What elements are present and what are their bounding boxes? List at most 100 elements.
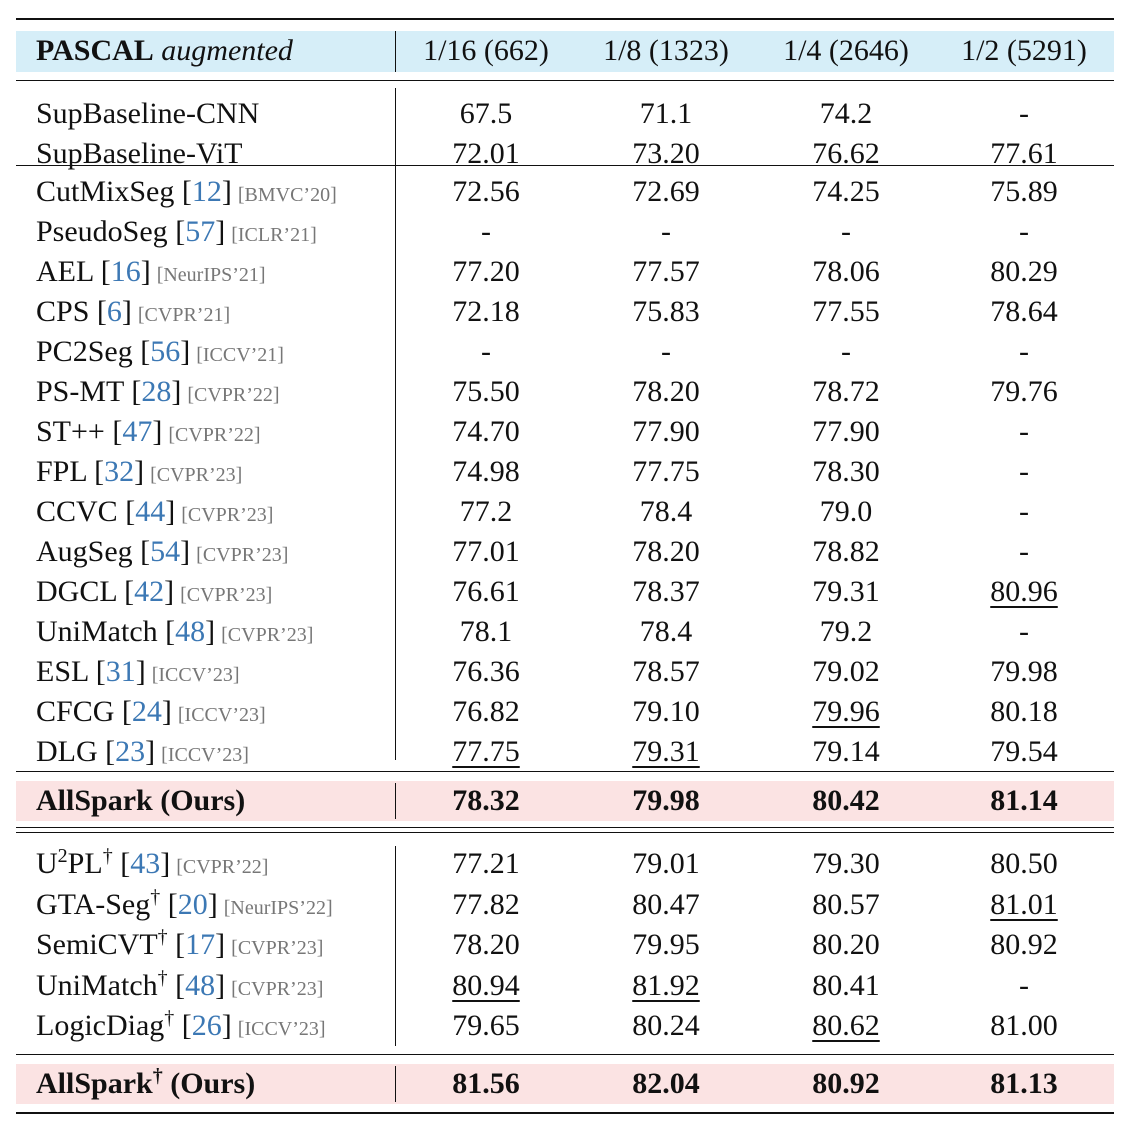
value: 80.24 xyxy=(632,1009,700,1042)
method-name: LogicDiag xyxy=(36,1009,165,1042)
value-cell: 77.2 xyxy=(396,492,576,532)
value: - xyxy=(1019,615,1029,648)
value: 82.04 xyxy=(632,1067,700,1100)
value: 78.32 xyxy=(452,784,520,817)
ours-dagger-row: AllSpark† (Ours) 81.56 82.04 80.92 81.13 xyxy=(16,1064,1114,1104)
value-cell: 78.4 xyxy=(576,492,756,532)
value: 78.1 xyxy=(459,615,513,648)
value-cell: 78.20 xyxy=(576,532,756,572)
value-cell: 78.20 xyxy=(396,925,576,965)
value-cell: 78.57 xyxy=(576,652,756,692)
value-cell: - xyxy=(934,966,1114,1006)
value: 79.95 xyxy=(632,928,700,961)
value: 77.61 xyxy=(990,137,1058,170)
value-cell: 76.82 xyxy=(396,692,576,732)
value-cell: 80.47 xyxy=(576,885,756,925)
method-row: PC2Seg [56] [ICCV’21] - - - - xyxy=(16,332,1114,372)
venue-tag: [ICCV’23] xyxy=(161,744,249,766)
reference-link: 43 xyxy=(130,847,161,880)
value: 72.01 xyxy=(452,137,520,170)
column-header: 1/2 (5291) xyxy=(961,34,1087,67)
value: 79.31 xyxy=(632,735,700,768)
value: 78.4 xyxy=(639,495,693,528)
value: 75.83 xyxy=(632,295,700,328)
superscript: 2 xyxy=(57,845,68,867)
method-label: AEL [16] [NeurIPS’21] xyxy=(36,255,266,288)
reference-link: 28 xyxy=(141,375,172,408)
value-cell: 71.1 xyxy=(576,94,756,134)
reference-link: 12 xyxy=(191,175,222,208)
ours-row: AllSpark (Ours) 78.32 79.98 80.42 81.14 xyxy=(16,781,1114,821)
method-label: CFCG [24] [ICCV’23] xyxy=(36,695,266,728)
value: - xyxy=(1019,495,1029,528)
venue-tag: [ICCV’23] xyxy=(177,704,266,726)
value: 81.13 xyxy=(990,1067,1058,1100)
value: 80.47 xyxy=(632,887,700,921)
method-label: AllSpark (Ours) xyxy=(36,781,245,821)
venue-tag: [CVPR’23] xyxy=(150,464,243,486)
value-cell: 79.30 xyxy=(756,844,936,884)
venue-tag: [CVPR’23] xyxy=(181,504,274,526)
header-row: PASCAL augmented 1/16 (662) 1/8 (1323) 1… xyxy=(16,31,1114,71)
value-cell: 72.18 xyxy=(396,292,576,332)
value: 80.18 xyxy=(990,695,1058,728)
reference-link: 26 xyxy=(191,1009,222,1042)
value-cell: 80.18 xyxy=(934,692,1114,732)
value-cell: 78.32 xyxy=(396,781,576,821)
column-header: 1/4 (2646) xyxy=(783,34,909,67)
value: 79.02 xyxy=(812,655,880,688)
value-cell: 77.90 xyxy=(756,412,936,452)
method-name: PC2Seg xyxy=(36,335,133,368)
method-name: AllSpark xyxy=(36,1067,153,1100)
method-label: ESL [31] [ICCV’23] xyxy=(36,655,240,688)
method-name: PS-MT xyxy=(36,375,124,408)
value-cell: 78.72 xyxy=(756,372,936,412)
method-label: SemiCVT† [17] [CVPR’23] xyxy=(36,926,324,961)
reference-link: 44 xyxy=(135,495,166,528)
reference-link: 56 xyxy=(150,335,181,368)
value: 80.96 xyxy=(990,575,1058,608)
value: 74.70 xyxy=(452,415,520,448)
vsep-header xyxy=(395,31,396,72)
value: 79.54 xyxy=(990,735,1058,768)
ours-band xyxy=(16,781,1114,821)
value: 80.20 xyxy=(812,928,880,961)
value-cell: 79.54 xyxy=(934,732,1114,772)
method-dagger-row: UniMatch† [48] [CVPR’23] 80.94 81.92 80.41 - xyxy=(16,966,1114,1006)
value-cell: 80.24 xyxy=(576,1006,756,1046)
dagger-rule xyxy=(16,1054,1114,1055)
value-cell: 79.98 xyxy=(576,781,756,821)
value: 77.75 xyxy=(632,455,700,488)
method-row: AEL [16] [NeurIPS’21] 77.20 77.57 78.06 80.29 xyxy=(16,252,1114,292)
value: 74.25 xyxy=(812,175,880,208)
value-cell: 76.62 xyxy=(756,134,936,174)
venue-tag: [NeurIPS’21] xyxy=(156,264,266,286)
value: 78.37 xyxy=(632,575,700,608)
method-label: DGCL [42] [CVPR’23] xyxy=(36,575,273,608)
value: 80.42 xyxy=(812,784,880,817)
value-cell: 74.2 xyxy=(756,94,936,134)
method-name: GTA-Seg xyxy=(36,887,151,921)
value-cell: 76.61 xyxy=(396,572,576,612)
value-cell: 78.20 xyxy=(576,372,756,412)
value: - xyxy=(661,215,671,248)
baseline-row: SupBaseline-CNN 67.5 71.1 74.2 - xyxy=(16,94,1114,134)
method-label: DLG [23] [ICCV’23] xyxy=(36,735,249,768)
venue-tag: [CVPR’23] xyxy=(180,584,273,606)
value: 81.56 xyxy=(452,1067,520,1100)
value: 72.18 xyxy=(452,295,520,328)
value: 78.20 xyxy=(632,535,700,568)
value: 78.72 xyxy=(812,375,880,408)
ours-dagger-band xyxy=(16,1064,1114,1104)
value: 78.20 xyxy=(632,375,700,408)
value-cell: 80.92 xyxy=(934,925,1114,965)
value: 72.56 xyxy=(452,175,520,208)
method-row: DGCL [42] [CVPR’23] 76.61 78.37 79.31 80.96 xyxy=(16,572,1114,612)
value-cell: 75.50 xyxy=(396,372,576,412)
value-cell: 79.95 xyxy=(576,925,756,965)
method-label: PS-MT [28] [CVPR’22] xyxy=(36,375,280,408)
value-cell: 81.92 xyxy=(576,966,756,1006)
venue-tag: [CVPR’23] xyxy=(231,937,324,959)
method-dagger-row: LogicDiag† [26] [ICCV’23] 79.65 80.24 80.62 8… xyxy=(16,1006,1114,1046)
value-cell: 80.20 xyxy=(756,925,936,965)
